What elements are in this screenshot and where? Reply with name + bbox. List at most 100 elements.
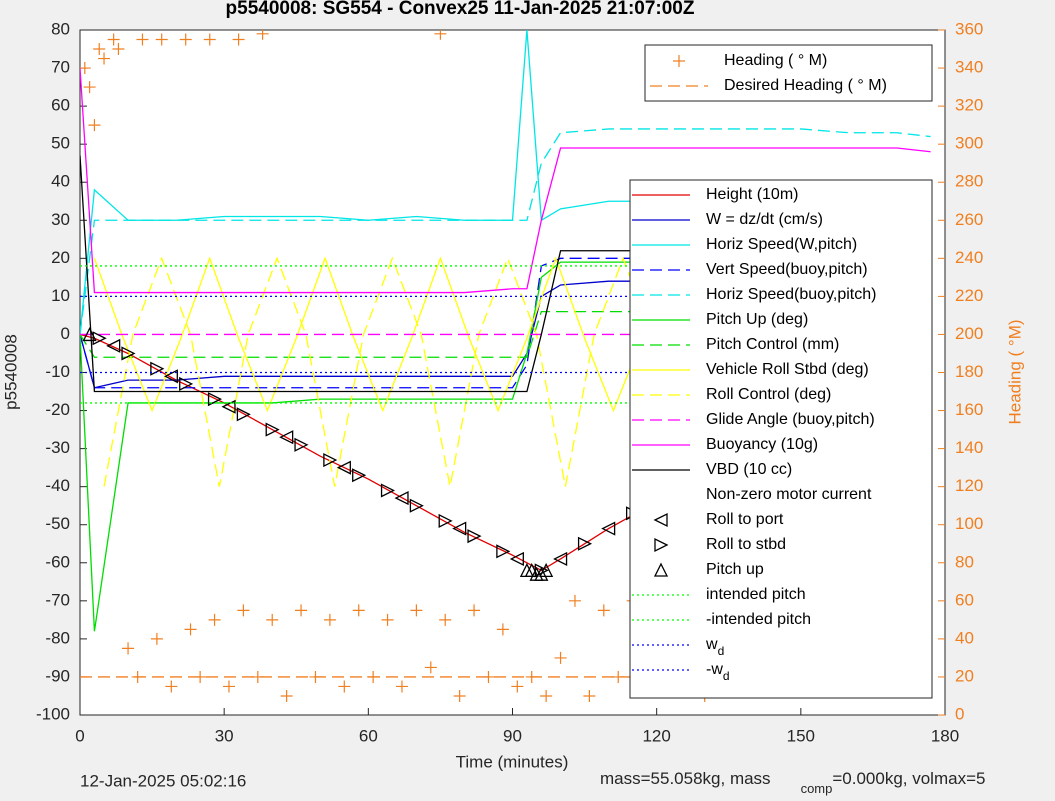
y2-tick-label: 180 [955,362,983,381]
y2-tick-label: 100 [955,514,983,533]
y2-axis-label: Heading ( °M) [1005,319,1024,424]
legend-subscript: d [718,644,725,658]
marker-plus [424,661,437,674]
y-tick-label: 40 [51,172,70,191]
marker-plus [155,33,168,46]
y2-tick-label: 140 [955,438,983,457]
legend-label: Horiz Speed(buoy,pitch) [706,286,876,303]
legend-name: Pitch Up (deg) [706,311,808,328]
y2-tick-label: 20 [955,666,974,685]
legend-name: Pitch up [706,561,764,578]
x-tick-label: 90 [503,726,522,745]
footer-mass: mass=55.058kg, mass comp=0.000kg, volmax=… [600,769,985,796]
y2-tick-label: 200 [955,324,983,343]
marker-triangle [553,551,568,567]
marker-triangle [352,468,367,483]
legend-name: -w [706,661,723,678]
marker-triangle [601,521,616,536]
marker-triangle [236,407,251,422]
marker-plus [453,689,466,702]
marker-plus [568,594,581,607]
x-tick-label: 60 [359,726,378,745]
marker-plus [88,119,101,132]
legend-label: Horiz Speed(W,pitch) [706,236,857,253]
legend-label: W = dz/dt (cm/s) [706,211,823,228]
marker-triangle [438,513,453,528]
y-tick-label: -80 [45,628,70,647]
legend-name: Horiz Speed(buoy,pitch) [706,286,876,303]
legend-label: Vehicle Roll Stbd (deg) [706,361,869,378]
y2-tick-label: 260 [955,210,983,229]
marker-plus [410,604,423,617]
legend-label: Desired Heading ( ° M) [724,77,887,94]
marker-plus [203,33,216,46]
y-tick-label: 0 [61,324,70,343]
legend-name: Height (10m) [706,186,798,203]
y-tick-label: -20 [45,400,70,419]
y2-tick-label: 240 [955,248,983,267]
marker-plus [395,680,408,693]
marker-plus [381,613,394,626]
y-tick-label: -100 [36,704,70,723]
marker-plus [93,43,106,56]
marker-plus [237,604,250,617]
legend-name: Non-zero motor current [706,486,872,503]
marker-triangle [653,512,668,528]
y2-tick-label: 160 [955,400,983,419]
marker-triangle [221,399,236,414]
legend-name: Buoyancy (10g) [706,436,818,453]
marker-plus [434,30,447,40]
marker-plus [222,680,235,693]
marker-plus [673,55,685,67]
x-tick-label: 150 [787,726,815,745]
marker-plus [208,613,221,626]
legend-name: Pitch Control (mm) [706,336,839,353]
footer-timestamp: 12-Jan-2025 05:02:16 [80,771,246,790]
marker-plus [80,62,91,75]
legend-label: Pitch Control (mm) [706,336,839,353]
y-tick-label: 30 [51,210,70,229]
marker-plus [136,33,149,46]
legend-name: W = dz/dt (cm/s) [706,211,823,228]
marker-plus [554,651,567,664]
marker-triangle [265,422,280,437]
mass-sub: comp [801,781,833,796]
marker-plus [150,632,163,645]
legend-name: -intended pitch [706,611,811,628]
marker-plus [256,30,269,40]
x-tick-label: 30 [215,726,234,745]
marker-triangle [534,566,549,581]
y2-tick-label: 340 [955,58,983,77]
marker-triangle [539,562,554,578]
legend-label: Roll Control (deg) [706,386,831,403]
marker-triangle [394,491,409,506]
marker-plus [295,604,308,617]
y-tick-label: -90 [45,666,70,685]
series-line [80,128,931,335]
y2-tick-label: 0 [955,704,964,723]
legend-name: Roll Control (deg) [706,386,831,403]
mass-text2: =0.000kg, volmax=5 [832,769,985,788]
marker-triangle [323,452,338,468]
marker-plus [468,604,481,617]
legend-box [644,44,933,102]
y-axis-label: p5540008 [1,334,20,410]
legend-label: wd [705,636,724,658]
y2-tick-label: 40 [955,628,974,647]
y-tick-label: -60 [45,552,70,571]
legend-name: Glide Angle (buoy,pitch) [706,411,875,428]
y-tick-label: 80 [51,19,70,38]
y2-tick-label: 280 [955,172,983,191]
marker-plus [583,689,596,702]
marker-triangle [653,562,669,577]
legend-name: w [705,636,718,653]
marker-triangle [496,544,511,559]
marker-triangle [654,537,669,553]
legend-label: -wd [706,661,730,683]
marker-plus [232,33,245,46]
y-tick-label: -40 [45,476,70,495]
legend-name: Roll to port [706,511,784,528]
y-tick-label: 10 [51,286,70,305]
marker-triangle [82,326,97,342]
marker-triangle [163,369,178,384]
